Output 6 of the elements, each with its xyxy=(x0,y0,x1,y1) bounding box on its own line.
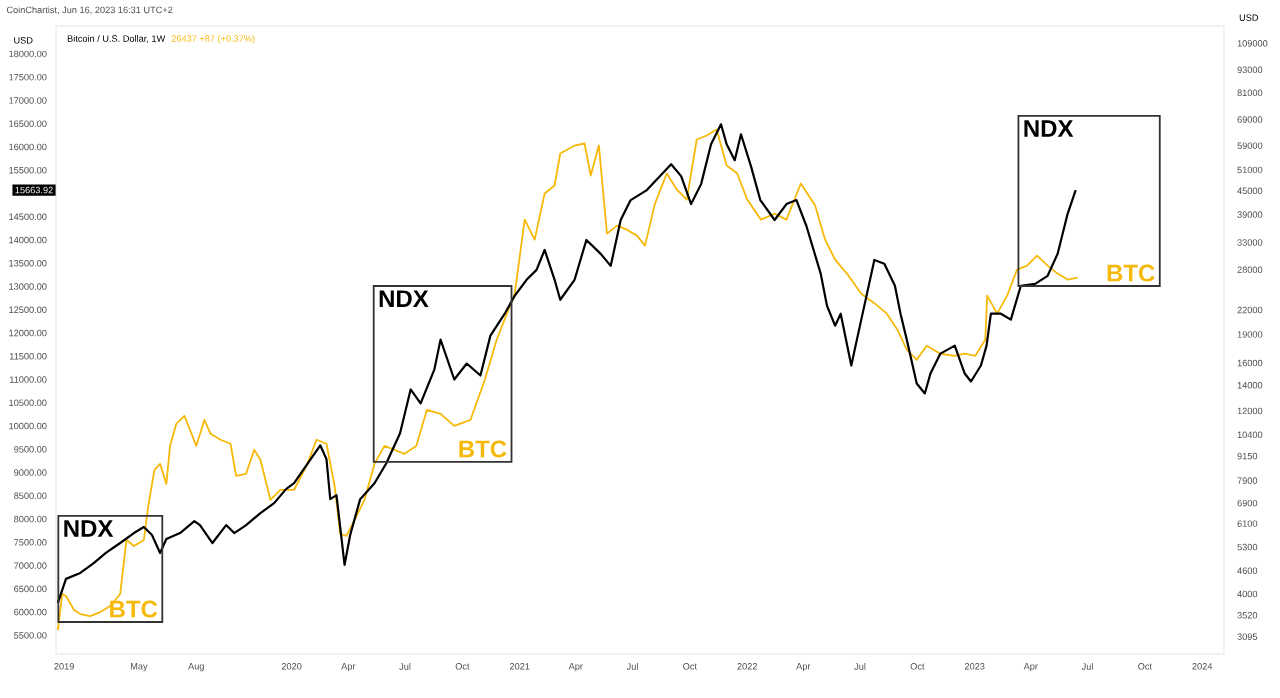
annotation: NDX xyxy=(379,290,429,307)
annotation: BTC xyxy=(459,440,507,458)
annotation: BTC xyxy=(1107,264,1155,282)
annotation: NDX xyxy=(1024,120,1074,137)
annotation: NDX xyxy=(64,520,114,537)
annotation: BTC xyxy=(110,600,158,618)
